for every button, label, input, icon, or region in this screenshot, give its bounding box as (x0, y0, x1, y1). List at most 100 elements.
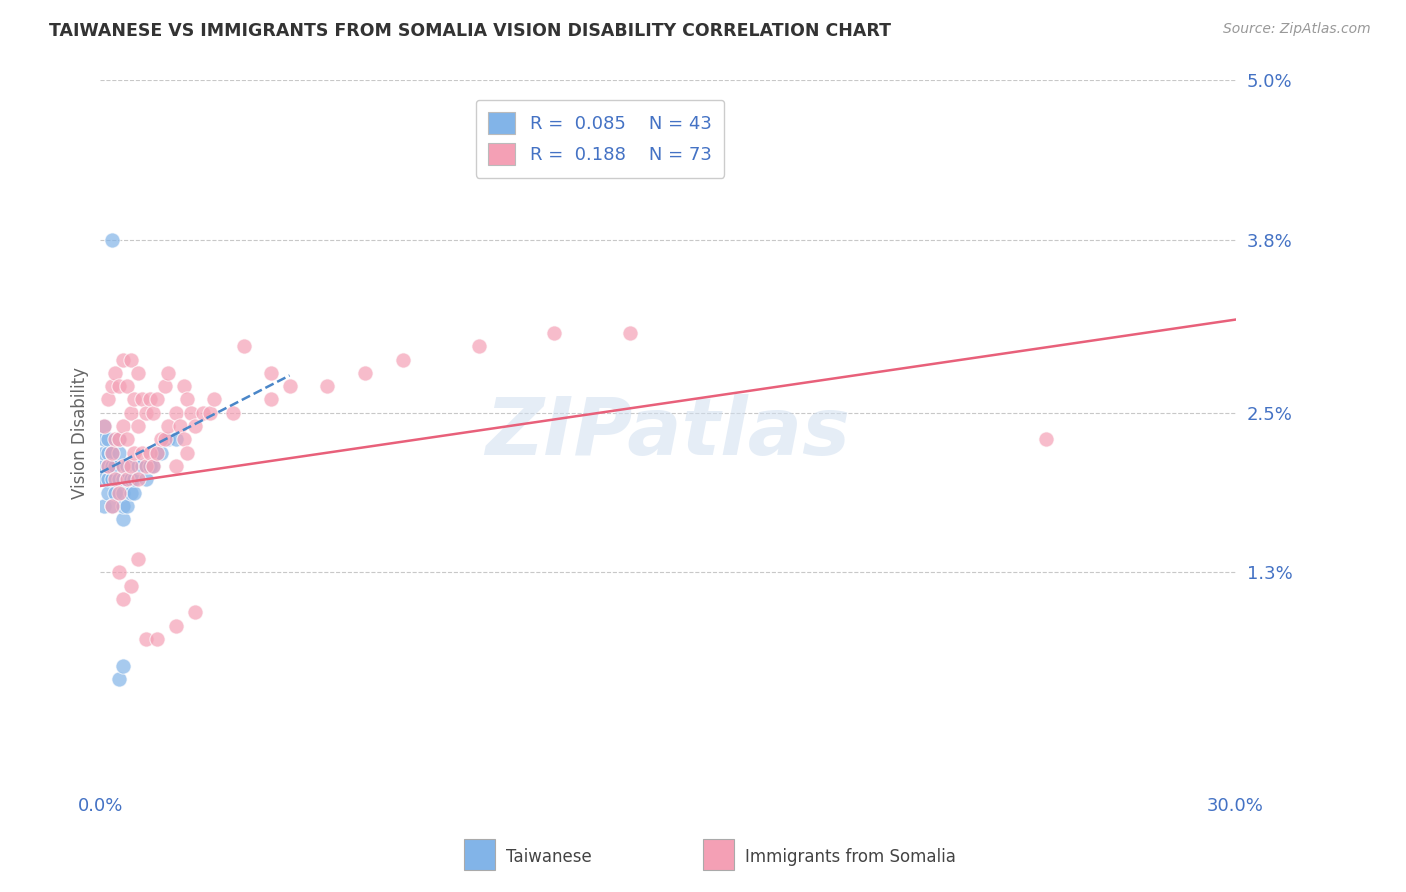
Point (100, 233, 122, 247)
Point (202, 392, 225, 407)
Point (157, 419, 180, 434)
Point (97, 433, 120, 447)
Point (104, 485, 127, 500)
Point (108, 472, 131, 486)
Point (112, 458, 135, 473)
Point (115, 458, 138, 473)
Point (131, 445, 153, 459)
Point (176, 392, 198, 407)
Point (157, 366, 180, 380)
Text: Taiwanese: Taiwanese (506, 848, 592, 866)
Point (191, 406, 214, 420)
Point (100, 445, 122, 459)
Point (115, 472, 138, 486)
Point (120, 472, 142, 486)
Point (468, 339, 491, 353)
Legend: R =  0.085    N = 43, R =  0.188    N = 73: R = 0.085 N = 43, R = 0.188 N = 73 (475, 100, 724, 178)
Bar (464, 838, 495, 870)
Point (222, 406, 245, 420)
Point (173, 379, 195, 393)
Point (165, 458, 187, 473)
Point (392, 352, 415, 367)
Point (233, 339, 256, 353)
Point (142, 458, 165, 473)
Point (135, 472, 157, 486)
Point (97, 458, 120, 473)
Point (184, 419, 207, 434)
Point (120, 406, 142, 420)
Point (115, 379, 138, 393)
Point (169, 419, 191, 434)
Point (97, 458, 120, 473)
Point (142, 406, 165, 420)
Point (131, 392, 153, 407)
Point (97, 445, 120, 459)
Point (93, 419, 115, 434)
Point (316, 379, 339, 393)
Point (135, 632, 157, 646)
Point (124, 445, 146, 459)
Point (93, 419, 115, 434)
Point (165, 433, 187, 447)
Point (138, 458, 160, 473)
Point (184, 606, 207, 620)
Point (108, 379, 131, 393)
Point (108, 485, 131, 500)
Point (115, 472, 138, 486)
Point (543, 326, 565, 340)
Point (100, 379, 122, 393)
Point (157, 433, 180, 447)
Point (97, 472, 120, 486)
Point (619, 326, 641, 340)
Point (176, 445, 198, 459)
Text: TAIWANESE VS IMMIGRANTS FROM SOMALIA VISION DISABILITY CORRELATION CHART: TAIWANESE VS IMMIGRANTS FROM SOMALIA VIS… (49, 22, 891, 40)
Point (115, 499, 138, 513)
Point (104, 366, 127, 380)
Point (127, 366, 149, 380)
Point (100, 445, 122, 459)
Point (100, 458, 122, 473)
Point (108, 433, 131, 447)
Point (127, 552, 149, 566)
Point (112, 499, 135, 513)
Point (165, 406, 187, 420)
Point (104, 433, 127, 447)
Point (180, 406, 202, 420)
Text: ZIPatlas: ZIPatlas (485, 393, 851, 472)
Point (198, 406, 221, 420)
Point (354, 366, 377, 380)
Point (108, 672, 131, 686)
Point (108, 433, 131, 447)
Point (259, 366, 281, 380)
Point (124, 472, 146, 486)
Point (135, 406, 157, 420)
Point (100, 472, 122, 486)
Point (120, 485, 142, 500)
Point (112, 658, 135, 673)
Point (146, 445, 169, 459)
Point (142, 458, 165, 473)
Point (120, 352, 142, 367)
Point (138, 392, 160, 407)
Point (138, 445, 160, 459)
Point (131, 458, 153, 473)
Point (112, 485, 135, 500)
Y-axis label: Vision Disability: Vision Disability (72, 367, 89, 499)
Point (93, 472, 115, 486)
Point (112, 512, 135, 526)
Text: Immigrants from Somalia: Immigrants from Somalia (745, 848, 956, 866)
Point (165, 618, 187, 632)
Point (93, 433, 115, 447)
Point (112, 592, 135, 607)
Point (100, 499, 122, 513)
Point (173, 433, 195, 447)
Point (97, 485, 120, 500)
Bar (703, 838, 734, 870)
Point (124, 392, 146, 407)
Point (149, 445, 172, 459)
Point (146, 392, 169, 407)
Point (120, 579, 142, 593)
Text: Source: ZipAtlas.com: Source: ZipAtlas.com (1223, 22, 1371, 37)
Point (146, 632, 169, 646)
Point (112, 352, 135, 367)
